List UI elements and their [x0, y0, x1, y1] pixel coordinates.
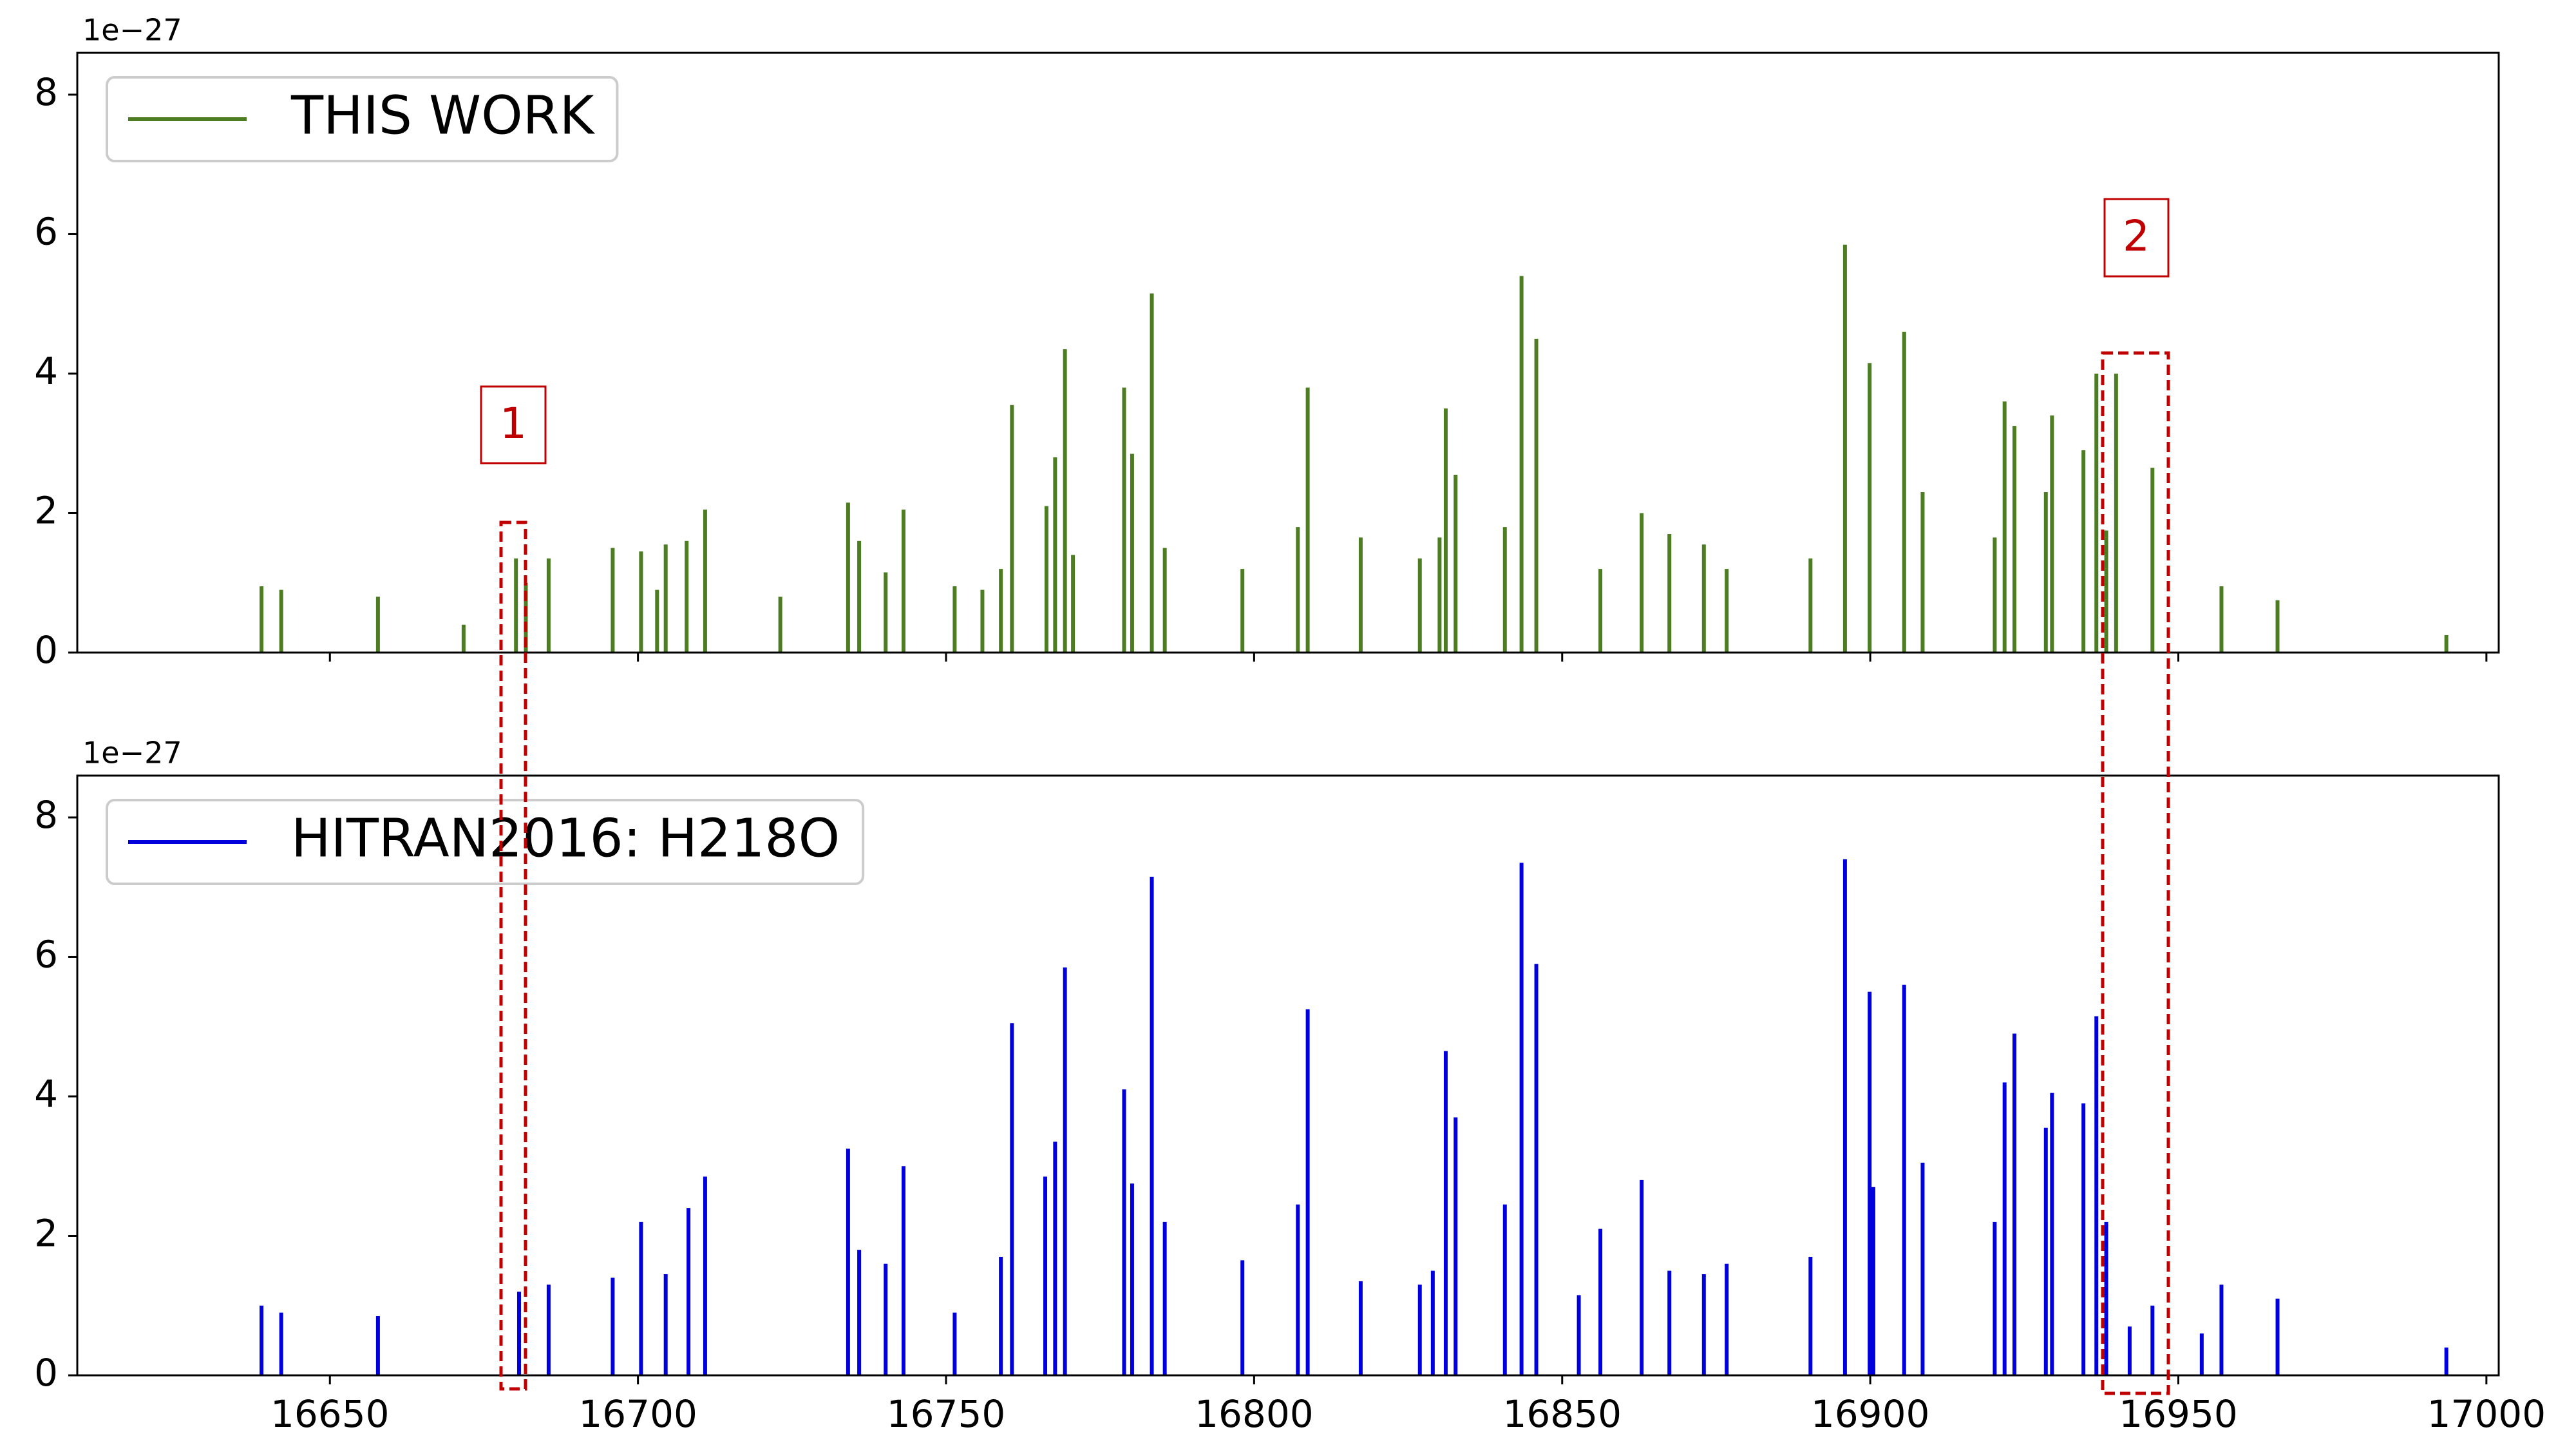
legend-frame	[106, 799, 865, 885]
x-tick-label: 16750	[887, 1392, 1006, 1436]
x-tick-label: 16950	[2119, 1392, 2238, 1436]
annotation-box	[480, 385, 547, 464]
y-tick-label: 0	[34, 1351, 58, 1395]
y-tick-label: 4	[34, 349, 58, 393]
legend-label: HITRAN2016: H218O	[291, 808, 840, 869]
panel: 0 2 4 6 8 1e−27 THIS WORK	[34, 13, 2500, 672]
y-tick-label: 4	[34, 1072, 58, 1116]
x-tick-label: 17000	[2427, 1392, 2546, 1436]
axes-frame	[76, 774, 2500, 1377]
highlight-region	[2101, 351, 2170, 1395]
offset-label: 1e−27	[82, 13, 182, 48]
legend-frame	[106, 76, 619, 162]
x-tick-label: 16800	[1195, 1392, 1314, 1436]
x-tick-label: 16900	[1811, 1392, 1930, 1436]
x-tick-label: 16700	[578, 1392, 697, 1436]
annotation-label: 2	[2123, 211, 2150, 261]
x-tick-label: 16650	[270, 1392, 390, 1436]
y-tick-label: 6	[34, 933, 58, 977]
offset-label: 1e−27	[82, 736, 182, 770]
legend-label: THIS WORK	[290, 85, 596, 146]
annotation-label: 1	[500, 399, 527, 448]
y-tick-label: 8	[34, 793, 58, 837]
highlight-region	[499, 521, 527, 1391]
y-tick-label: 8	[34, 70, 58, 114]
y-tick-label: 0	[34, 628, 58, 672]
x-tick-label: 16850	[1502, 1392, 1622, 1436]
axes-frame	[76, 52, 2500, 654]
y-tick-label: 6	[34, 210, 58, 254]
y-tick-label: 2	[34, 1212, 58, 1256]
annotation-box	[2103, 198, 2170, 278]
y-tick-label: 2	[34, 489, 58, 533]
panel: 0 2 4 6 8 16650 16700 16750 16800 16850 16900 16950…	[34, 736, 2546, 1437]
annotations: 1 2	[480, 198, 2170, 1395]
